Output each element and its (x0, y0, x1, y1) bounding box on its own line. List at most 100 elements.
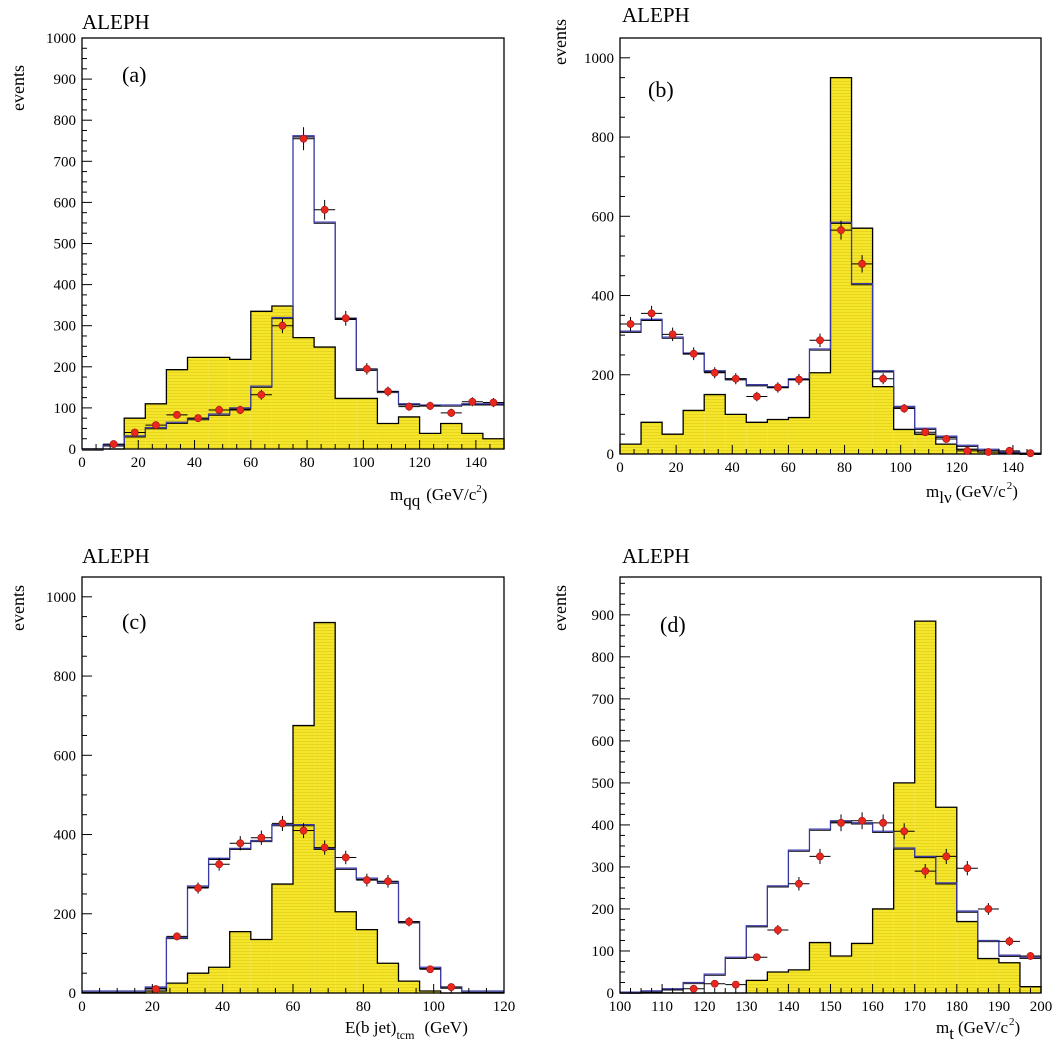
histogram-bar (683, 410, 705, 454)
y-tick-label: 100 (54, 401, 77, 417)
data-marker (278, 819, 287, 828)
panel-label: (c) (122, 609, 146, 634)
x-tick-label: 100 (889, 460, 912, 476)
data-marker (816, 336, 824, 345)
y-tick-label: 400 (54, 828, 77, 844)
data-marker (362, 876, 371, 884)
data-point (914, 428, 936, 437)
data-marker (731, 980, 740, 989)
histogram-bar (851, 943, 873, 993)
histogram-bar (767, 971, 789, 993)
x-tick-label: 80 (837, 460, 852, 476)
data-marker (921, 867, 930, 876)
filled-histogram-outline (82, 305, 505, 450)
histogram-bar (482, 438, 504, 449)
x-tick-label: 80 (300, 455, 315, 471)
data-marker (257, 390, 266, 399)
histogram-bar (809, 942, 831, 993)
data-point (229, 836, 251, 851)
y-tick-label: 0 (607, 447, 615, 463)
histogram-bar (271, 884, 293, 993)
x-tick-label: 140 (1002, 460, 1025, 476)
data-marker (109, 440, 118, 448)
y-axis: 0 100 200 300 400 500 600 700 800 900 (592, 582, 630, 1002)
x-tick-label: 140 (465, 455, 488, 471)
data-point (145, 985, 167, 993)
data-point (1019, 449, 1041, 458)
data-point (851, 812, 873, 830)
histogram-bar (250, 939, 272, 993)
data-marker (942, 852, 951, 861)
data-marker (447, 983, 456, 991)
histogram-bar (356, 398, 378, 449)
histogram-bar (377, 423, 399, 449)
data-marker (341, 314, 350, 323)
data-marker (341, 853, 350, 862)
data-point (935, 848, 957, 864)
histogram-bar (314, 347, 336, 449)
y-tick-label: 800 (54, 113, 77, 129)
data-marker (795, 879, 803, 888)
data-point (187, 882, 209, 894)
data-points (620, 220, 1041, 458)
histogram-bar (335, 398, 357, 449)
x-axis-label: mlν (GeV/c2) (926, 480, 1018, 507)
data-marker (816, 852, 824, 861)
y-axis-label: events (550, 585, 570, 631)
y-tick-label: 0 (607, 986, 615, 1002)
x-tick-label: 60 (781, 460, 796, 476)
x-tick-label: 180 (946, 999, 969, 1015)
y-tick-label: 400 (592, 289, 615, 305)
x-axis-label: mqq (GeV/c2) (390, 483, 487, 510)
data-point (998, 936, 1020, 946)
data-marker (320, 205, 329, 214)
data-marker (151, 985, 160, 993)
y-tick-label: 800 (54, 669, 77, 685)
data-point (956, 446, 978, 455)
data-point (914, 863, 936, 879)
histogram-bar (704, 394, 726, 454)
x-tick-label: 120 (946, 460, 969, 476)
panel-a: ALEPH events (a) mqq (GeV/c2) 0 20 40 60 80 10… (8, 10, 505, 510)
data-point (977, 448, 999, 456)
histogram-bar (166, 983, 188, 993)
data-marker (963, 446, 972, 455)
data-points (103, 127, 504, 448)
histogram-bar (293, 337, 315, 449)
histogram-bar (725, 414, 747, 454)
data-point (440, 983, 462, 991)
data-marker (236, 406, 245, 414)
data-point (377, 386, 399, 397)
data-marker (710, 368, 719, 377)
x-tick-label: 20 (669, 460, 684, 476)
data-marker (668, 330, 677, 339)
data-marker (299, 134, 308, 143)
data-point (935, 435, 957, 443)
histogram-bar (641, 422, 663, 454)
data-marker (626, 320, 635, 328)
data-marker (215, 406, 224, 414)
data-point (103, 440, 125, 448)
data-marker (299, 826, 308, 835)
histogram-bar (830, 77, 852, 454)
histogram-bar (788, 417, 810, 454)
data-point (683, 347, 705, 361)
data-point (166, 932, 188, 941)
x-tick-label: 130 (735, 999, 758, 1015)
experiment-label: ALEPH (622, 544, 690, 568)
histogram-bar (893, 782, 915, 993)
histogram-bar (187, 973, 209, 993)
x-tick-label: 160 (861, 999, 884, 1015)
data-point (356, 873, 378, 887)
mc-histogram-line (620, 820, 1041, 993)
data-points (145, 815, 462, 993)
data-point (683, 984, 705, 993)
data-marker (879, 374, 888, 383)
data-marker (837, 818, 845, 827)
data-marker (984, 448, 993, 456)
histogram-bar (893, 429, 915, 454)
x-axis-label: mt (GeV/c2) (936, 1016, 1020, 1043)
data-marker (405, 917, 413, 926)
data-point (830, 814, 852, 832)
y-tick-label: 700 (592, 692, 615, 708)
